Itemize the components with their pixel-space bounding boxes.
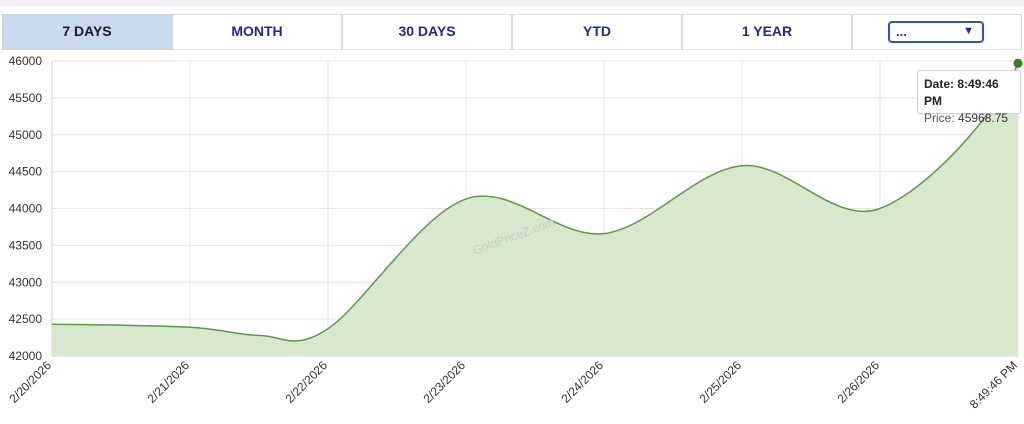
tab-month[interactable]: MONTH <box>172 14 342 50</box>
y-tick-label: 42500 <box>9 312 43 326</box>
range-tabs: 7 DAYS MONTH 30 DAYS YTD 1 YEAR <box>2 14 1022 52</box>
x-axis: 2/20/2026 2/21/2026 2/22/2026 2/23/2026 2/24… <box>6 358 1020 412</box>
x-tick-label: 2/26/2026 <box>834 358 882 406</box>
y-tick-label: 43500 <box>9 238 43 252</box>
tooltip-date-label: Date: <box>924 77 955 91</box>
y-tick-label: 45500 <box>9 91 43 105</box>
tooltip-date-value: 8:49:46 PM <box>924 77 999 108</box>
y-tick-label: 44500 <box>9 165 43 179</box>
range-dropdown[interactable]: ... ▼ <box>888 21 984 43</box>
y-tick-label: 46000 <box>9 54 43 68</box>
price-tooltip: Date: 8:49:46 PM Price: 45968.75 <box>917 70 1021 125</box>
y-axis: 42000 42500 43000 43500 44000 44500 45000 45500… <box>9 54 43 363</box>
tab-ytd[interactable]: YTD <box>512 14 682 50</box>
y-tick-label: 45000 <box>9 128 43 142</box>
tab-1-year[interactable]: 1 YEAR <box>682 14 852 50</box>
price-line <box>51 63 1019 342</box>
x-tick-label: 2/20/2026 <box>6 358 54 406</box>
x-tick-label: 2/23/2026 <box>420 358 468 406</box>
dropdown-value: ... <box>896 24 907 39</box>
caret-down-icon: ▼ <box>963 25 974 37</box>
tooltip-price-value: 45968.75 <box>958 111 1009 125</box>
y-tick-label: 43000 <box>9 275 43 289</box>
x-tick-label: 2/21/2026 <box>144 358 192 406</box>
tab-30-days[interactable]: 30 DAYS <box>342 14 512 50</box>
x-tick-label: 2/25/2026 <box>696 358 744 406</box>
tooltip-price-label: Price: <box>924 111 955 125</box>
top-strip <box>0 0 1024 6</box>
y-tick-label: 44000 <box>9 202 43 216</box>
x-tick-label: 8:49:46 PM <box>967 358 1020 411</box>
price-area-fill <box>52 63 1018 357</box>
x-tick-label: 2/24/2026 <box>558 358 606 406</box>
x-tick-label: 2/22/2026 <box>282 358 330 406</box>
y-tick-label: 42000 <box>9 349 43 363</box>
tab-more <box>852 14 1022 50</box>
last-price-marker <box>1013 58 1023 68</box>
tab-7-days[interactable]: 7 DAYS <box>2 14 172 50</box>
